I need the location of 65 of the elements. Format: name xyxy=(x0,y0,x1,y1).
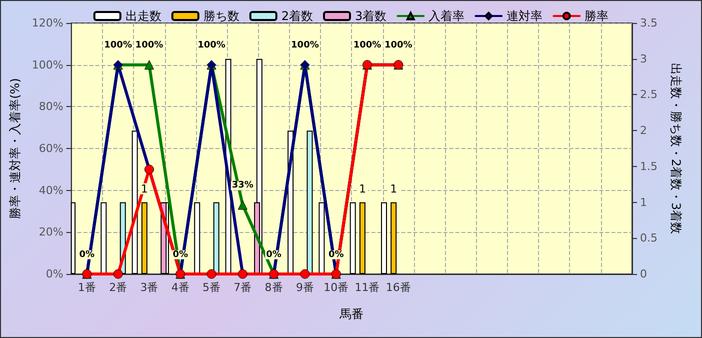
legend-label: 入着率 xyxy=(428,9,465,23)
bar xyxy=(132,130,138,274)
data-label: 0% xyxy=(328,250,344,260)
x-tick-label: 4番 xyxy=(171,281,190,294)
data-label: 100% xyxy=(384,40,412,51)
data-label: 0% xyxy=(266,250,282,260)
data-label: 100% xyxy=(291,40,319,51)
point xyxy=(238,200,248,210)
data-label: 100% xyxy=(135,40,164,51)
y2-tick-label: 0 xyxy=(640,268,647,280)
x-tick-label: 9番 xyxy=(296,281,314,294)
x-axis-title: 馬番 xyxy=(338,307,364,321)
bar xyxy=(350,202,356,274)
data-label: 1 xyxy=(358,182,366,196)
data-label: 0% xyxy=(79,250,95,260)
x-tick-label: 1番 xyxy=(78,281,96,294)
bar xyxy=(141,202,148,274)
y-tick-label: 0% xyxy=(46,268,64,280)
y2-tick-label: 2 xyxy=(640,124,647,138)
point xyxy=(300,269,310,279)
y2-tick-label: 1.5 xyxy=(640,160,658,173)
x-tick-label: 8番 xyxy=(264,281,283,294)
y-axis-title: 勝率・連対率・入着率(%) xyxy=(8,78,22,219)
legend-label: 3着数 xyxy=(355,9,387,23)
y2-tick-label: 2.5 xyxy=(640,88,658,102)
y2-tick-label: 3.5 xyxy=(640,16,658,30)
data-label: 100% xyxy=(353,40,382,51)
legend-label: 連対率 xyxy=(506,9,543,23)
x-tick-label: 11番 xyxy=(354,281,380,294)
y-tick-label: 40% xyxy=(38,184,64,197)
x-tick-label: 5番 xyxy=(202,281,221,294)
y-tick-label: 20% xyxy=(38,226,64,239)
y2-tick-label: 1 xyxy=(640,196,647,209)
bar xyxy=(318,202,325,274)
data-label: 33% xyxy=(232,180,254,191)
y-tick-label: 100% xyxy=(32,58,64,72)
y2-axis-title: 出走数・勝ち数・2着数・3着数 xyxy=(669,62,683,234)
x-tick-label: 10番 xyxy=(324,281,349,294)
data-label: 1 xyxy=(140,182,148,196)
bar xyxy=(359,202,366,274)
bar xyxy=(194,202,200,274)
legend-label: 勝ち数 xyxy=(203,9,240,23)
bar xyxy=(390,202,397,274)
point xyxy=(144,60,154,70)
legend-label: 2着数 xyxy=(281,9,314,23)
point xyxy=(206,269,216,279)
data-label: 1 xyxy=(390,182,398,196)
y-tick-label: 120% xyxy=(32,16,64,30)
y2-tick-label: 0.5 xyxy=(640,232,658,245)
x-tick-label: 7番 xyxy=(234,281,252,294)
legend-label: 出走数 xyxy=(125,9,162,23)
y-tick-label: 80% xyxy=(38,100,64,114)
y2-tick-label: 3 xyxy=(640,52,647,66)
bar xyxy=(70,202,76,274)
data-label: 0% xyxy=(172,250,188,260)
data-label: 100% xyxy=(198,40,226,51)
bar xyxy=(100,202,107,274)
point xyxy=(113,269,123,279)
x-tick-label: 3番 xyxy=(140,281,158,294)
x-tick-label: 16番 xyxy=(386,281,411,294)
x-tick-label: 2番 xyxy=(109,281,128,294)
bar xyxy=(380,202,387,274)
y-tick-label: 60% xyxy=(38,142,64,155)
data-label: 100% xyxy=(104,40,132,51)
legend-label: 勝率 xyxy=(584,9,609,23)
